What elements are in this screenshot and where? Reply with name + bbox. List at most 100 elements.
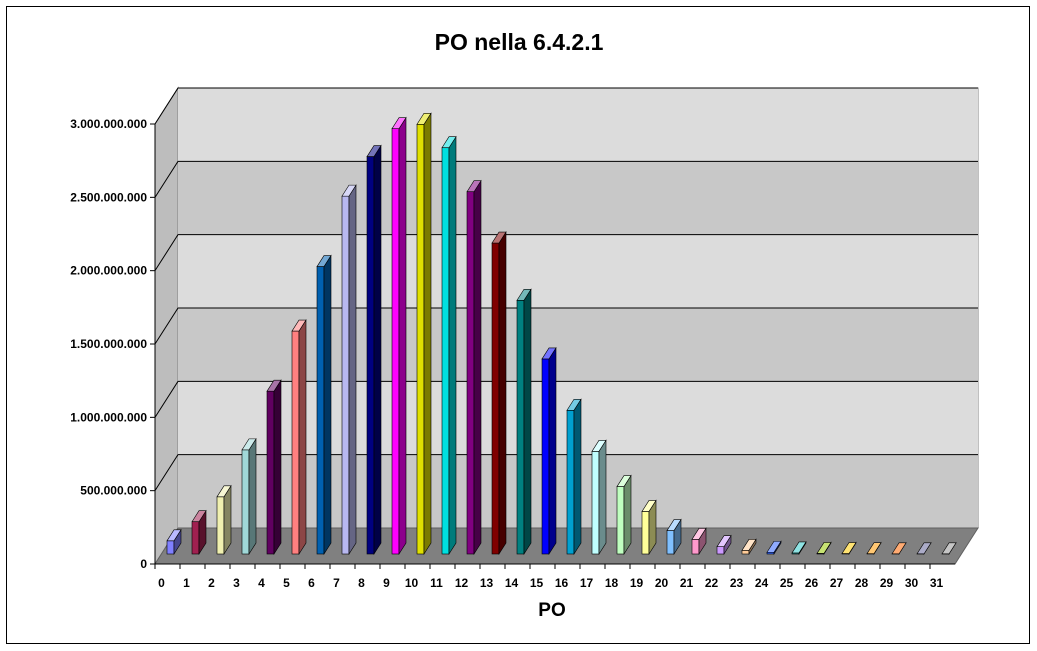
bar: [516, 288, 532, 556]
x-tick-label: 27: [830, 576, 844, 590]
wall-band: [178, 234, 978, 308]
bar-top: [491, 231, 507, 244]
bar: [866, 541, 882, 556]
bar: [691, 527, 707, 556]
gridline: [154, 87, 978, 125]
bar-front: [466, 191, 475, 555]
gridline: [154, 307, 978, 345]
wall-band: [178, 308, 978, 382]
bar: [166, 528, 182, 556]
bar-front: [741, 550, 750, 555]
bar-front: [366, 156, 375, 555]
x-tick-label: 21: [680, 576, 694, 590]
bar: [591, 439, 607, 556]
bar-front: [566, 409, 575, 555]
x-tick-label: 24: [755, 576, 769, 590]
x-tick-label: 1: [183, 576, 190, 590]
bar: [616, 474, 632, 556]
y-tick-label: 2.000.000.000: [70, 264, 147, 278]
bar-front: [191, 521, 200, 555]
bar-top: [916, 542, 932, 555]
bar-front: [666, 530, 675, 555]
bar-front: [316, 266, 325, 555]
bar: [816, 541, 832, 556]
gridline: [154, 380, 978, 418]
bar-top: [791, 541, 807, 554]
x-tick-label: 30: [905, 576, 919, 590]
x-tick-label: 25: [780, 576, 794, 590]
x-tick-label: 14: [505, 576, 519, 590]
x-tick-label: 28: [855, 576, 869, 590]
y-tick-label: 0: [140, 557, 147, 571]
bar-top: [166, 529, 182, 542]
x-tick-label: 4: [258, 576, 265, 590]
bar-side: [523, 288, 532, 556]
bar-top: [891, 542, 907, 555]
bar: [491, 231, 507, 556]
bar: [291, 319, 307, 556]
wall-band: [178, 88, 978, 162]
x-tick-label: 29: [880, 576, 894, 590]
bar-front: [341, 195, 350, 555]
bar-front: [241, 449, 250, 555]
bar-side: [623, 474, 632, 556]
bar: [541, 346, 557, 556]
y-tick-label: 2.500.000.000: [70, 190, 147, 204]
bar-top: [441, 136, 457, 149]
bar: [791, 540, 807, 556]
bar-top: [516, 288, 532, 301]
bar-top: [641, 500, 657, 512]
bar: [666, 518, 682, 556]
x-tick-label: 15: [530, 576, 544, 590]
y-tick-label: 1.500.000.000: [70, 337, 147, 351]
bar-front: [641, 511, 650, 555]
bar-top: [816, 542, 832, 554]
bar-front: [591, 451, 600, 555]
bar-front: [441, 147, 450, 555]
gridline: [154, 160, 978, 198]
bar-side: [298, 319, 307, 556]
x-tick-label: 0: [158, 576, 165, 590]
bar-front: [691, 539, 700, 555]
y-axis-ticks: 0 500.000.000 1.000.000.000 1.500.000.000 2.…: [70, 117, 955, 571]
bar-top: [291, 319, 307, 332]
y-tick-label: 1.000.000.000: [70, 410, 147, 424]
bar: [441, 135, 457, 556]
x-tick-label: 7: [333, 576, 340, 590]
bar: [741, 538, 757, 556]
bar: [391, 116, 407, 556]
bar-side: [373, 144, 382, 556]
bar: [316, 254, 332, 556]
bar-front: [616, 486, 625, 555]
bar-front: [166, 540, 175, 555]
bar-top: [566, 398, 582, 411]
bar-top: [591, 440, 607, 452]
bar: [341, 184, 357, 556]
bar-side: [448, 135, 457, 556]
bar-side: [498, 231, 507, 556]
bar-side: [323, 254, 332, 556]
bar-top: [766, 540, 782, 553]
x-tick-label: 8: [358, 576, 365, 590]
y-tick-label: 500.000.000: [80, 484, 147, 498]
bar-top: [941, 542, 957, 555]
bar-side: [548, 346, 557, 556]
x-tick-label: 6: [308, 576, 315, 590]
x-tick-label: 17: [580, 576, 594, 590]
bar-top: [316, 255, 332, 267]
bar: [216, 484, 232, 556]
chart-title: PO nella 6.4.2.1: [435, 29, 604, 55]
bar-side: [423, 112, 432, 556]
x-tick-label: 5: [283, 576, 290, 590]
bar-top: [216, 485, 232, 498]
bar-front: [216, 496, 225, 555]
bar: [466, 179, 482, 556]
bar-front: [491, 242, 500, 555]
bar-front: [291, 330, 300, 555]
bar-side: [473, 179, 482, 556]
x-tick-label: 31: [930, 576, 944, 590]
x-axis-label: PO: [538, 600, 565, 621]
x-tick-label: 26: [805, 576, 819, 590]
bar-top: [391, 117, 407, 129]
